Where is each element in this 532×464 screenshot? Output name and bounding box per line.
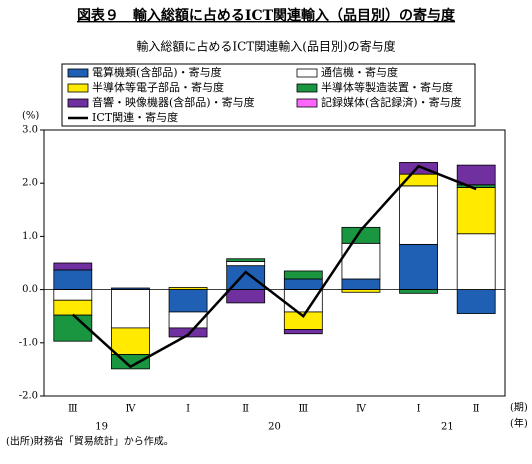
- bar-segment: [283, 329, 323, 335]
- x-tick-label: Ⅱ: [473, 404, 480, 415]
- bar-segment: [399, 243, 438, 291]
- y-tick-label: 2.0: [22, 178, 38, 189]
- legend-box: [61, 63, 476, 127]
- legend-swatch: [67, 68, 89, 78]
- bar-segment: [53, 289, 93, 301]
- x-tick-label: Ⅲ: [68, 404, 78, 415]
- year-label: 20: [268, 422, 281, 433]
- bar-segment: [226, 258, 266, 262]
- legend-label: 半導体等製造装置・寄与度: [321, 80, 453, 94]
- bar-segment: [226, 289, 266, 304]
- bar-segment: [283, 289, 323, 313]
- bar-segment: [456, 164, 496, 186]
- year-label: 21: [441, 422, 454, 433]
- y-tick-label: -1.0: [19, 337, 38, 348]
- y-tick-label: 0.0: [22, 284, 38, 295]
- bar-segment: [53, 314, 93, 342]
- x-tick-label: Ⅳ: [356, 404, 367, 415]
- bar-segment: [283, 278, 323, 290]
- bar-segment: [111, 289, 150, 329]
- x-tick-label: Ⅱ: [242, 404, 249, 415]
- bar-segment: [168, 289, 208, 313]
- bar-segment: [399, 289, 438, 294]
- legend-label: 電算機類(含部品)・寄与度: [92, 65, 222, 79]
- bar-segment: [53, 262, 93, 271]
- source: (出所)財務省「貿易統計」から作成。: [6, 435, 174, 448]
- bar-segment: [168, 327, 208, 338]
- y-tick-label: -2.0: [19, 391, 38, 402]
- chart-title: 図表９ 輸入総額に占めるICT関連輸入（品目別）の寄与度: [77, 7, 456, 24]
- bar-segment: [456, 289, 496, 314]
- legend-swatch: [296, 83, 318, 93]
- year-label: 19: [95, 422, 108, 433]
- bar-segment: [399, 162, 438, 175]
- x-unit-period: (期): [510, 402, 528, 414]
- bar-segment: [283, 270, 323, 280]
- legend-label: 通信機・寄与度: [321, 65, 398, 79]
- legend-swatch: [67, 98, 89, 108]
- bar-segment: [53, 299, 93, 316]
- x-tick-label: Ⅰ: [186, 404, 190, 415]
- bar-segment: [341, 278, 381, 290]
- legend-label: 音響・映像機器(含部品)・寄与度: [92, 95, 255, 109]
- bar-segment: [111, 327, 150, 355]
- chart-subtitle: 輸入総額に占めるICT関連輸入(品目別)の寄与度: [136, 39, 395, 54]
- bar-segment: [53, 269, 93, 290]
- y-tick-label: 1.0: [22, 231, 38, 242]
- bar-segment: [399, 185, 438, 245]
- x-tick-label: Ⅲ: [298, 404, 308, 415]
- legend-label: ICT関連・寄与度: [92, 110, 178, 124]
- plot-area: [43, 129, 506, 397]
- y-tick-label: 3.0: [22, 125, 38, 136]
- bar-segment: [341, 226, 381, 244]
- x-tick-label: Ⅰ: [417, 404, 421, 415]
- legend-label: 半導体等電子部品・寄与度: [92, 80, 224, 94]
- x-tick-label: Ⅳ: [125, 404, 136, 415]
- legend-swatch: [296, 68, 318, 78]
- bar-segment: [226, 261, 266, 267]
- bar-segment: [456, 233, 496, 291]
- line-series: [71, 164, 477, 369]
- legend-swatch: [296, 98, 318, 108]
- x-unit-year: (年): [510, 417, 528, 430]
- y-unit: (%): [22, 111, 39, 122]
- legend-swatch: [67, 83, 89, 93]
- legend-label: 記録媒体(含記録済)・寄与度: [321, 95, 462, 109]
- bar-segment: [456, 187, 496, 235]
